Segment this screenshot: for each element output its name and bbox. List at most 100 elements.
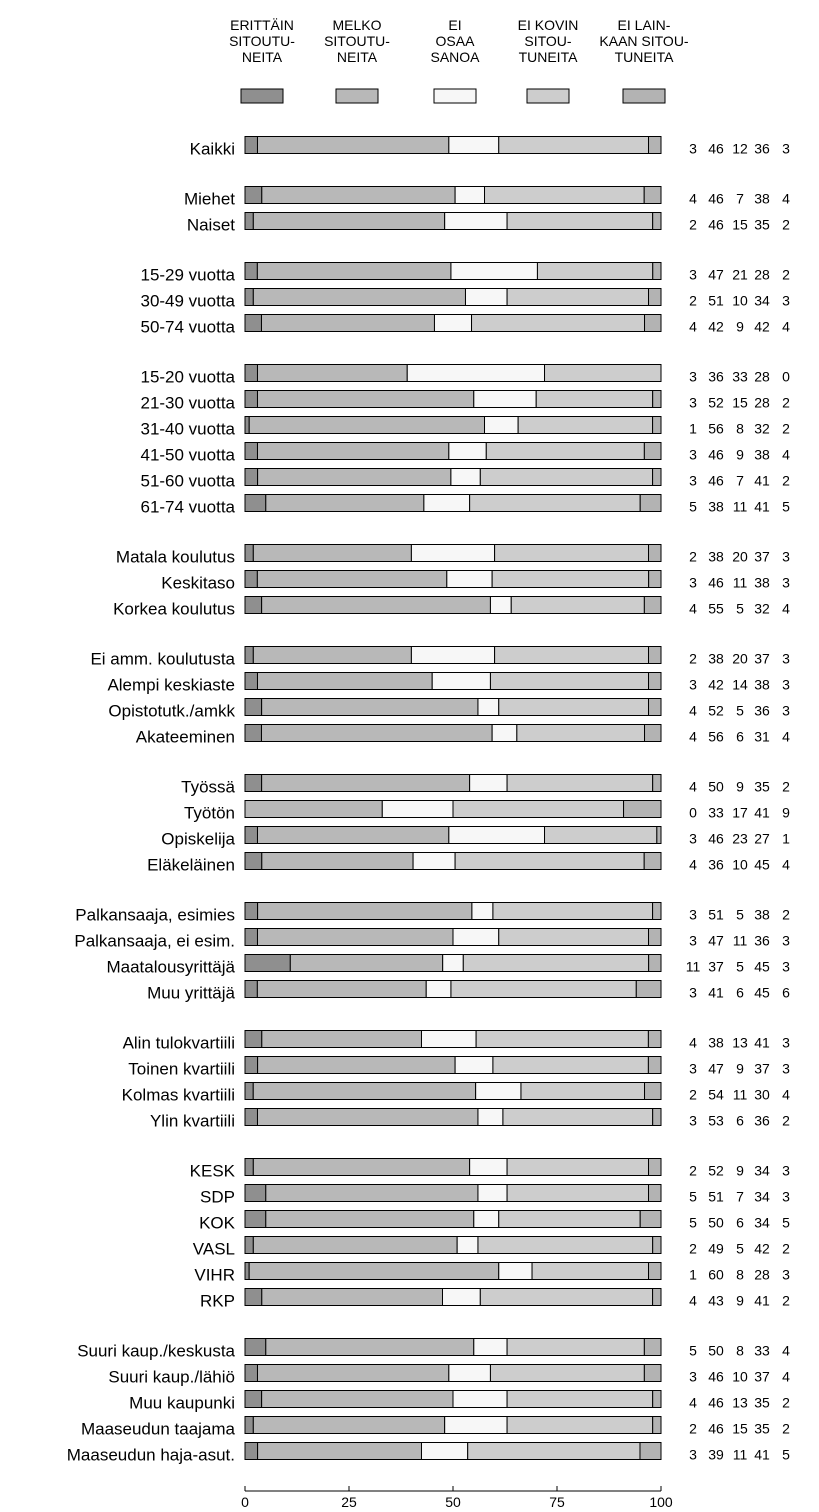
bar-row: Maaseudun taajama 2 46 15 35 2 bbox=[81, 1416, 790, 1438]
value-label: 3 bbox=[782, 1163, 790, 1179]
value-label: 21 bbox=[732, 267, 748, 283]
bar-segment bbox=[448, 442, 487, 460]
category-label: Ei amm. koulutusta bbox=[90, 649, 235, 668]
value-label: 50 bbox=[708, 1343, 724, 1359]
value-label: 11 bbox=[733, 575, 748, 591]
bar-row: Keskitaso 3 46 11 38 3 bbox=[161, 570, 790, 592]
value-label: 45 bbox=[754, 985, 770, 1001]
bar-row: Suuri kaup./lähiö 3 46 10 37 4 bbox=[108, 1364, 790, 1386]
bar-segment bbox=[623, 800, 662, 818]
value-label: 51 bbox=[708, 293, 724, 309]
bar-segment bbox=[412, 852, 456, 870]
bar-segment bbox=[442, 954, 464, 972]
bar-segment bbox=[244, 212, 254, 230]
value-label: 2 bbox=[782, 421, 790, 437]
bar-segment bbox=[244, 980, 258, 998]
bar-segment bbox=[452, 1390, 508, 1408]
bar-segment bbox=[244, 1056, 259, 1074]
value-label: 4 bbox=[689, 703, 697, 719]
value-label: 2 bbox=[689, 549, 697, 565]
value-label: 5 bbox=[689, 499, 697, 515]
value-label: 0 bbox=[689, 805, 697, 821]
bar-segment bbox=[648, 646, 662, 664]
value-label: 6 bbox=[736, 729, 744, 745]
value-label: 3 bbox=[689, 369, 697, 385]
bar-row: Työtön 0 33 17 41 9 bbox=[184, 800, 790, 822]
bar-segment bbox=[450, 468, 481, 486]
value-label: 60 bbox=[708, 1267, 724, 1283]
bar-segment bbox=[473, 1338, 508, 1356]
value-label: 2 bbox=[782, 1113, 790, 1129]
bar-segment bbox=[647, 1030, 662, 1048]
bar-segment bbox=[248, 416, 486, 434]
value-label: 46 bbox=[708, 141, 724, 157]
bar-segment bbox=[244, 468, 259, 486]
bar-segment bbox=[425, 980, 452, 998]
bar-segment bbox=[475, 1082, 522, 1100]
value-label: 5 bbox=[689, 1189, 697, 1205]
value-label: 9 bbox=[736, 1061, 744, 1077]
value-label: 37 bbox=[754, 651, 770, 667]
value-label: 9 bbox=[736, 319, 744, 335]
value-label: 5 bbox=[782, 499, 790, 515]
bar-segment bbox=[244, 800, 383, 818]
value-label: 32 bbox=[754, 601, 770, 617]
value-label: 41 bbox=[754, 473, 770, 489]
bar-segment bbox=[265, 1184, 479, 1202]
value-label: 3 bbox=[782, 575, 790, 591]
value-label: 28 bbox=[754, 369, 770, 385]
value-label: 2 bbox=[689, 651, 697, 667]
bar-row: Maatalousyrittäjä 11 37 5 45 3 bbox=[106, 954, 790, 976]
value-label: 5 bbox=[736, 959, 744, 975]
value-label: 3 bbox=[689, 1369, 697, 1385]
value-label: 2 bbox=[782, 1421, 790, 1437]
bar-segment bbox=[477, 698, 500, 716]
value-label: 11 bbox=[733, 1447, 748, 1463]
bar-segment bbox=[244, 672, 258, 690]
bar-segment bbox=[256, 1364, 450, 1382]
bar-segment bbox=[477, 1108, 504, 1126]
bar-segment bbox=[244, 442, 258, 460]
bar-segment bbox=[506, 212, 654, 230]
bar-segment bbox=[652, 212, 662, 230]
value-label: 3 bbox=[782, 651, 790, 667]
value-label: 35 bbox=[754, 779, 770, 795]
value-label: 36 bbox=[754, 1113, 770, 1129]
legend-label: EI bbox=[448, 17, 461, 33]
bar-segment bbox=[446, 570, 493, 588]
bar-segment bbox=[502, 1108, 654, 1126]
value-label: 52 bbox=[708, 395, 724, 411]
value-label: 38 bbox=[754, 191, 770, 207]
value-label: 4 bbox=[782, 857, 790, 873]
value-label: 17 bbox=[732, 805, 748, 821]
value-label: 3 bbox=[782, 677, 790, 693]
bar-segment bbox=[244, 1288, 263, 1306]
bar-segment bbox=[265, 1338, 475, 1356]
bar-segment bbox=[423, 494, 471, 512]
bar-segment bbox=[644, 724, 662, 742]
value-label: 5 bbox=[689, 1343, 697, 1359]
bar-row: SDP 5 51 7 34 3 bbox=[200, 1184, 790, 1206]
legend-label: NEITA bbox=[337, 49, 378, 65]
value-label: 37 bbox=[754, 1061, 770, 1077]
bar-segment bbox=[454, 186, 486, 204]
value-label: 4 bbox=[689, 1395, 697, 1411]
bar-segment bbox=[635, 980, 662, 998]
bar-segment bbox=[644, 1082, 662, 1100]
bar-segment bbox=[491, 724, 518, 742]
value-label: 3 bbox=[689, 1113, 697, 1129]
bar-segment bbox=[244, 570, 258, 588]
category-label: Eläkeläinen bbox=[147, 855, 235, 874]
bar-segment bbox=[381, 800, 454, 818]
category-label: Toinen kvartiili bbox=[128, 1059, 235, 1078]
value-label: 3 bbox=[782, 293, 790, 309]
bar-segment bbox=[643, 596, 662, 614]
category-label: 31-40 vuotta bbox=[140, 419, 235, 438]
value-label: 41 bbox=[754, 805, 770, 821]
value-label: 11 bbox=[733, 1087, 748, 1103]
bar-segment bbox=[260, 314, 435, 332]
value-label: 38 bbox=[708, 549, 724, 565]
bar-segment bbox=[506, 1158, 650, 1176]
